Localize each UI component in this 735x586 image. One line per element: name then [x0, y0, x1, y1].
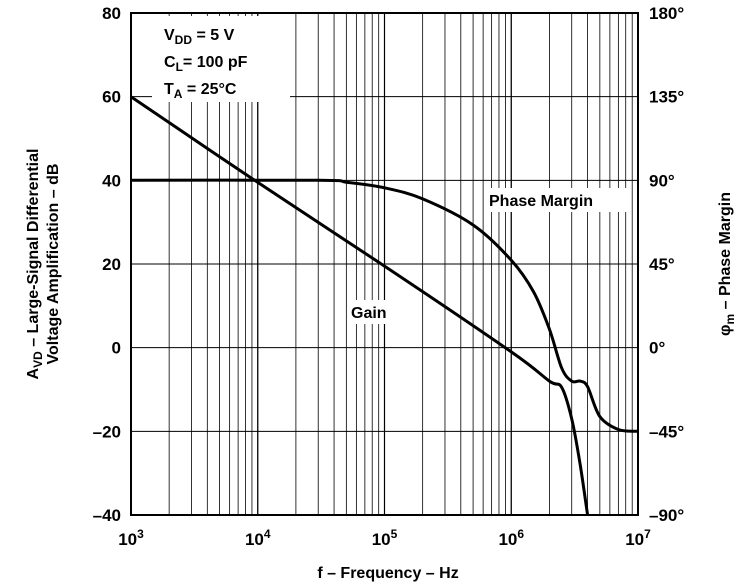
y-right-tick-label: 45° [649, 255, 675, 274]
series-label-gain: Gain [351, 305, 387, 322]
x-tick-labels: 103 104 105 106 107 [118, 527, 651, 549]
y-right-tick-label: –45° [649, 422, 684, 441]
condition-cl: CL= 100 pF [164, 54, 248, 74]
y-left-axis-title: AVD – Large-Signal Differential Voltage … [25, 149, 62, 380]
condition-ta: TA = 25°C [164, 81, 237, 101]
y-right-tick-label: 135° [649, 88, 684, 107]
x-tick-label: 105 [372, 527, 398, 549]
conditions-box: VDD = 5 V CL= 100 pF TA = 25°C [152, 16, 290, 102]
svg-text:φm – Phase Margin: φm – Phase Margin [717, 192, 735, 336]
curves [130, 95, 639, 516]
y-left-axis-title-line2: Voltage Amplification – dB [45, 164, 62, 365]
conditions-box-bg [152, 16, 290, 102]
y-left-tick-label: –20 [93, 422, 121, 441]
y-left-tick-label: 60 [102, 88, 121, 107]
y-right-tick-label: 90° [649, 171, 675, 190]
series-line-gain [130, 95, 590, 516]
x-tick-label: 107 [625, 527, 651, 549]
y-right-tick-labels: 180° 135° 90° 45° 0° –45° –90° [649, 4, 684, 525]
y-right-tick-label: 0° [649, 339, 665, 358]
y-left-tick-label: 40 [102, 171, 121, 190]
phase-margin-label-bg [486, 188, 628, 212]
y-right-tick-label: –90° [649, 506, 684, 525]
y-left-tick-label: 80 [102, 4, 121, 23]
y-left-axis-title-line1: AVD – Large-Signal Differential [25, 149, 45, 380]
x-tick-label: 104 [245, 527, 271, 549]
x-tick-label: 106 [498, 527, 524, 549]
y-left-tick-label: 0 [112, 339, 121, 358]
y-left-tick-label: –40 [93, 506, 121, 525]
y-right-axis-title: φm – Phase Margin [717, 192, 735, 336]
y-right-tick-label: 180° [649, 4, 684, 23]
y-left-tick-labels: 80 60 40 20 0 –20 –40 [93, 4, 121, 525]
plot-frame [130, 12, 639, 516]
x-axis-title: f – Frequency – Hz [317, 565, 458, 582]
gain-label-bg [348, 300, 398, 324]
x-tick-label: 103 [118, 527, 144, 549]
series-line-phase-margin [130, 178, 639, 433]
y-left-tick-label: 20 [102, 255, 121, 274]
series-label-phase-margin: Phase Margin [489, 193, 593, 210]
